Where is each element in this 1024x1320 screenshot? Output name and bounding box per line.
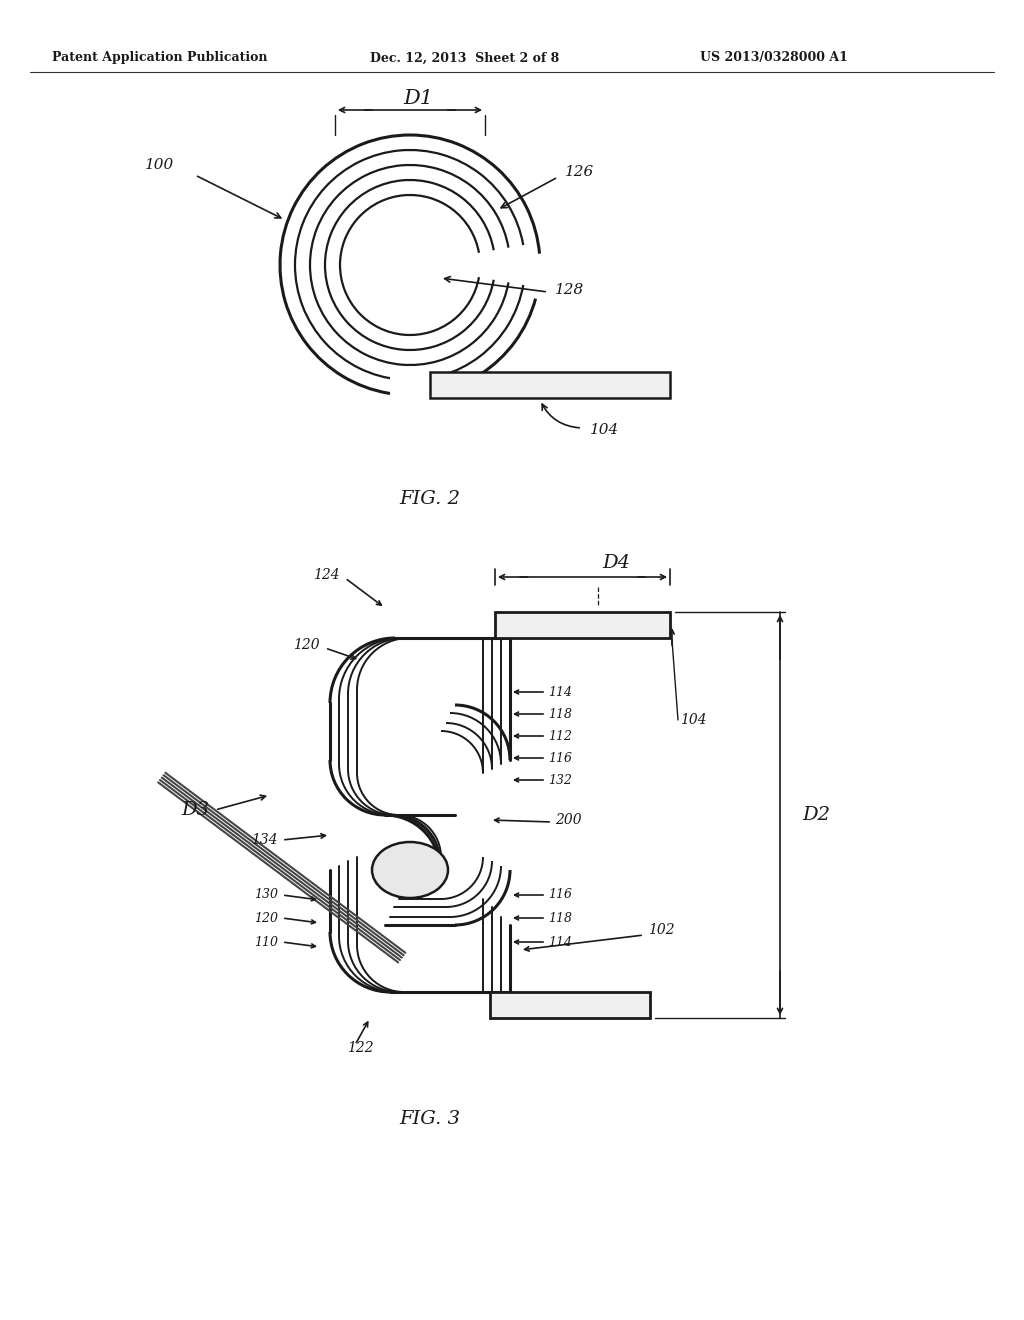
Bar (495, 612, 670, 638)
Text: 118: 118 (548, 912, 572, 924)
Text: Dec. 12, 2013  Sheet 2 of 8: Dec. 12, 2013 Sheet 2 of 8 (370, 51, 559, 65)
Text: FIG. 3: FIG. 3 (399, 1110, 461, 1129)
Text: D2: D2 (802, 807, 830, 824)
Text: 102: 102 (648, 923, 675, 937)
Bar (430, 372, 670, 399)
Ellipse shape (372, 842, 449, 898)
Text: FIG. 2: FIG. 2 (399, 490, 461, 508)
Text: 118: 118 (548, 708, 572, 721)
Text: 114: 114 (548, 936, 572, 949)
Text: 112: 112 (548, 730, 572, 742)
Text: 130: 130 (254, 888, 278, 902)
Bar (490, 993, 650, 1018)
Text: 116: 116 (548, 751, 572, 764)
Text: 100: 100 (145, 158, 174, 172)
Text: D1: D1 (403, 88, 433, 108)
Text: 120: 120 (254, 912, 278, 924)
Text: 128: 128 (555, 282, 585, 297)
Text: Patent Application Publication: Patent Application Publication (52, 51, 267, 65)
Text: D4: D4 (602, 554, 631, 572)
Text: 200: 200 (555, 813, 582, 828)
Text: 122: 122 (347, 1041, 374, 1055)
Bar (390, 370, 435, 400)
Text: 126: 126 (565, 165, 594, 180)
Text: 114: 114 (548, 685, 572, 698)
Text: 104: 104 (590, 422, 620, 437)
Text: US 2013/0328000 A1: US 2013/0328000 A1 (700, 51, 848, 65)
Text: 134: 134 (251, 833, 278, 847)
Text: 104: 104 (680, 713, 707, 727)
Text: 110: 110 (254, 936, 278, 949)
Text: 120: 120 (293, 638, 319, 652)
Text: 132: 132 (548, 774, 572, 787)
Text: 124: 124 (313, 568, 340, 582)
Text: D3: D3 (181, 801, 209, 818)
Text: 116: 116 (548, 888, 572, 902)
